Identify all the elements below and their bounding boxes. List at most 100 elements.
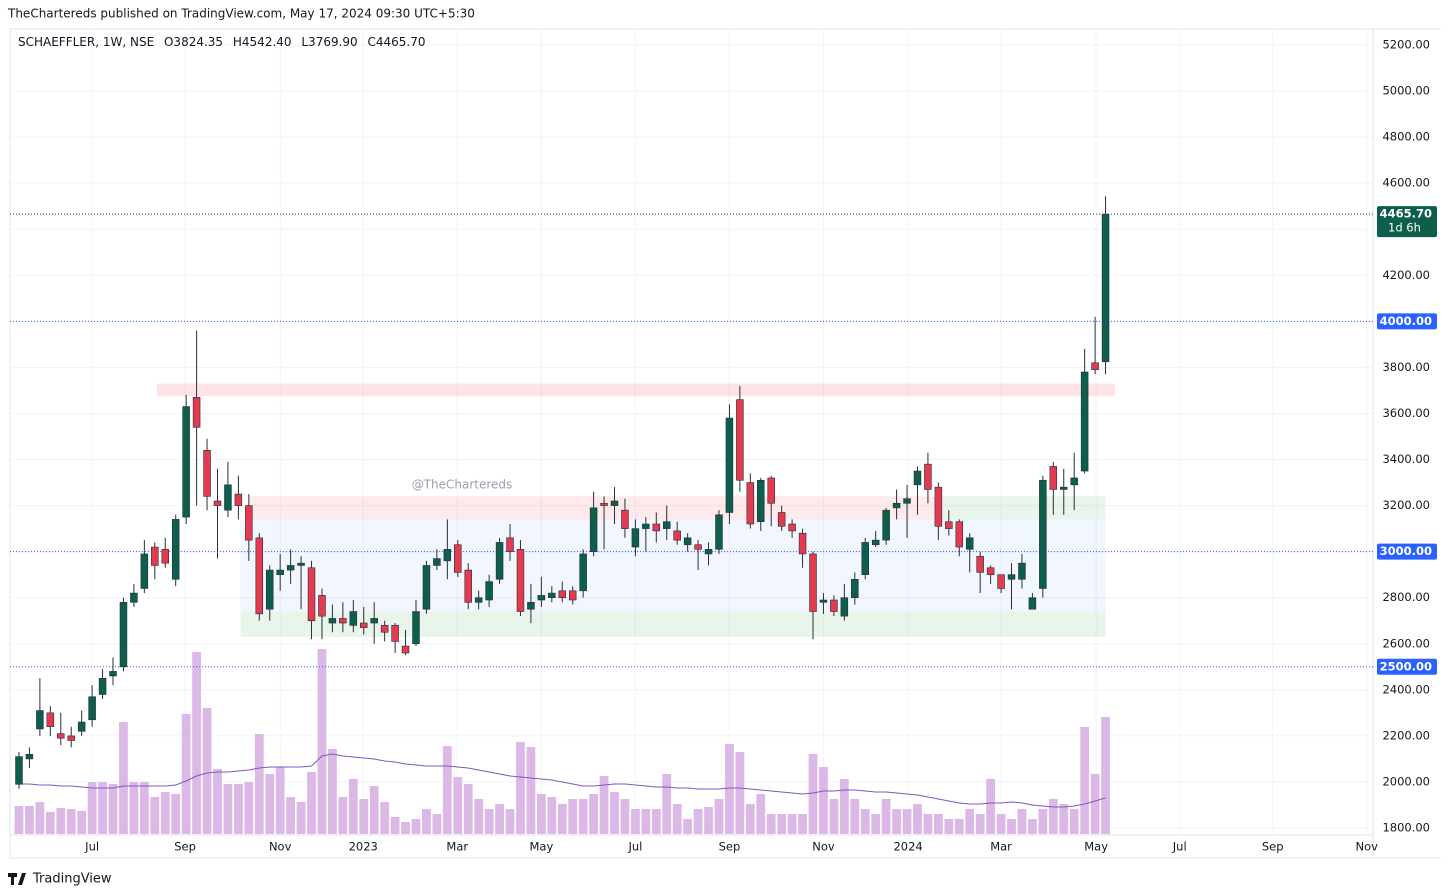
candle-body [67,735,75,741]
candle-body [621,509,629,529]
volume-bar [933,814,943,834]
candle-body [1101,213,1110,363]
grid [10,30,1373,834]
volume-bar [547,797,557,834]
volume-bar [756,794,766,834]
watermark: @TheChartereds [412,478,513,492]
candle-body [798,532,807,555]
volume-bar [505,809,515,834]
candle-body [736,399,744,481]
candle-body [130,592,138,603]
symbol-legend: SCHAEFFLER, 1W, NSE O3824.35 H4542.40 L3… [18,35,426,49]
volume-bar [14,806,24,834]
x-tick-label: Jul [84,840,99,854]
volume-bar [390,817,400,834]
volume-bar [1080,727,1090,834]
candle-body [1007,574,1016,580]
candle-body [715,514,723,550]
volume-bar [871,814,881,834]
y-tick-label: 3600.00 [1382,406,1430,420]
candle-body [339,618,347,624]
candle-body [349,611,358,626]
y-tick-label: 3400.00 [1382,452,1430,466]
candle-body [537,595,546,601]
volume-bar [986,779,996,834]
volume-bar [45,812,55,834]
volume-ma-line [18,753,1106,808]
candle-body [986,567,995,575]
candle-body [46,712,55,727]
candle-body [370,618,378,624]
volume-bar [1048,799,1058,834]
volume-bar [683,819,693,834]
volume-bar [223,784,233,834]
volume-bar [745,804,755,834]
volume-bar [432,814,442,834]
candle-body [610,500,619,506]
candle-body [757,479,765,523]
candle-body [945,521,953,529]
volume-bar [453,777,463,834]
volume-bar [171,794,181,834]
volume-bar [139,782,149,834]
candle-body [1070,477,1078,486]
volume-bar [192,652,201,834]
candle-body [924,463,932,490]
candle-body [464,569,472,603]
candle-body [265,569,274,610]
volume-bar [254,734,264,834]
candle-body [683,537,692,546]
candle-body [965,537,974,550]
candle-body [433,558,441,566]
x-tick-label: Sep [1262,840,1284,854]
volume-bar [944,819,954,834]
candle-body [328,618,337,624]
candle-body [913,470,922,486]
y-tick-label: 2000.00 [1382,774,1430,788]
volume-bar [787,814,797,834]
volume-bar [25,806,34,834]
volume-bar [66,809,76,834]
price-label: 2500.00 [1380,659,1432,673]
volume-bar [244,782,254,834]
candle-body [746,482,755,525]
tradingview-logo: TradingView [8,872,112,887]
candle-body [119,602,128,668]
candle-body [997,574,1005,589]
candle-body [600,502,608,506]
x-tick-label: 2024 [893,840,922,854]
volume-bar [798,814,807,834]
volume-bar [119,722,128,834]
volume-bar [348,779,358,834]
candle-body [882,509,890,541]
logo-mark [8,873,26,885]
y-tick-label: 2800.00 [1382,590,1430,604]
zone [156,383,1115,397]
countdown-label: 1d 6h [1388,221,1421,235]
candle-body [140,553,149,589]
volume-bar [735,752,745,834]
candle-body [454,544,462,573]
candle-body [15,756,23,785]
volume-bar [714,799,724,834]
candle-body [36,710,44,730]
volume-bar [265,774,275,834]
y-tick-label: 2200.00 [1382,728,1430,742]
volume-bar [672,804,682,834]
volume-bar [860,809,870,834]
volume-bar [777,814,787,834]
volume-bar [996,814,1006,834]
volume-bar [338,797,348,834]
ohlc-high: H4542.40 [233,35,292,49]
volume-bar [536,794,546,834]
volume-bar [495,804,504,834]
x-tick-label: May [1084,840,1108,854]
volume-bar [1101,717,1110,834]
volume-bar [275,767,285,834]
x-tick-label: May [529,840,553,854]
volume-bar [902,809,912,834]
ohlc-low: L3769.90 [301,35,357,49]
volume-bar [913,804,922,834]
candle-body [25,754,34,760]
volume-bar [160,792,170,834]
